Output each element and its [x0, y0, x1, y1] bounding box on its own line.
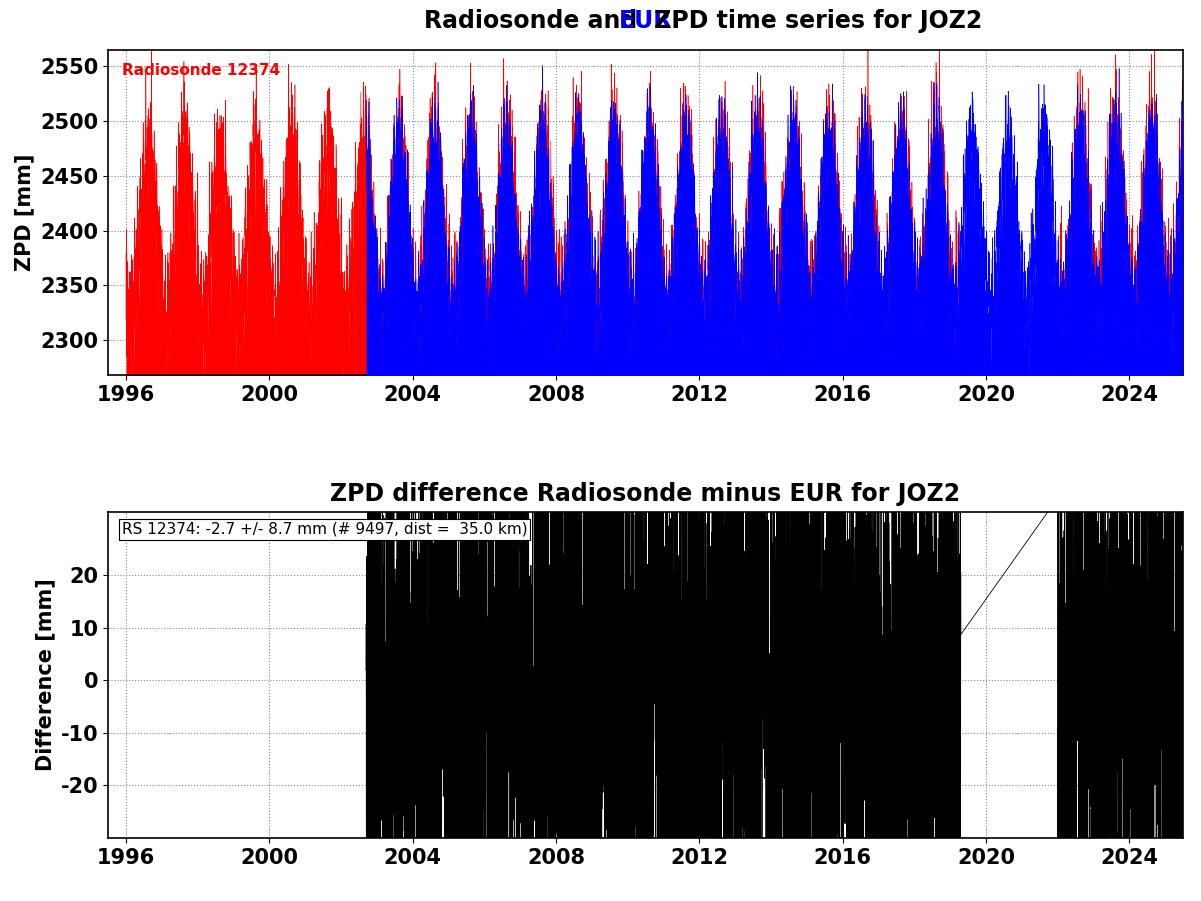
Text: Radiosonde 12374: Radiosonde 12374 — [123, 62, 280, 77]
Y-axis label: ZPD [mm]: ZPD [mm] — [14, 154, 35, 271]
Text: Radiosonde and: Radiosonde and — [424, 9, 646, 33]
Text: ZPD time series for JOZ2: ZPD time series for JOZ2 — [646, 9, 981, 33]
Text: EUR: EUR — [619, 9, 673, 33]
Text: RS 12374: -2.7 +/- 8.7 mm (# 9497, dist =  35.0 km): RS 12374: -2.7 +/- 8.7 mm (# 9497, dist … — [123, 522, 527, 537]
Y-axis label: Difference [mm]: Difference [mm] — [35, 578, 55, 771]
Title: ZPD difference Radiosonde minus EUR for JOZ2: ZPD difference Radiosonde minus EUR for … — [330, 482, 961, 506]
